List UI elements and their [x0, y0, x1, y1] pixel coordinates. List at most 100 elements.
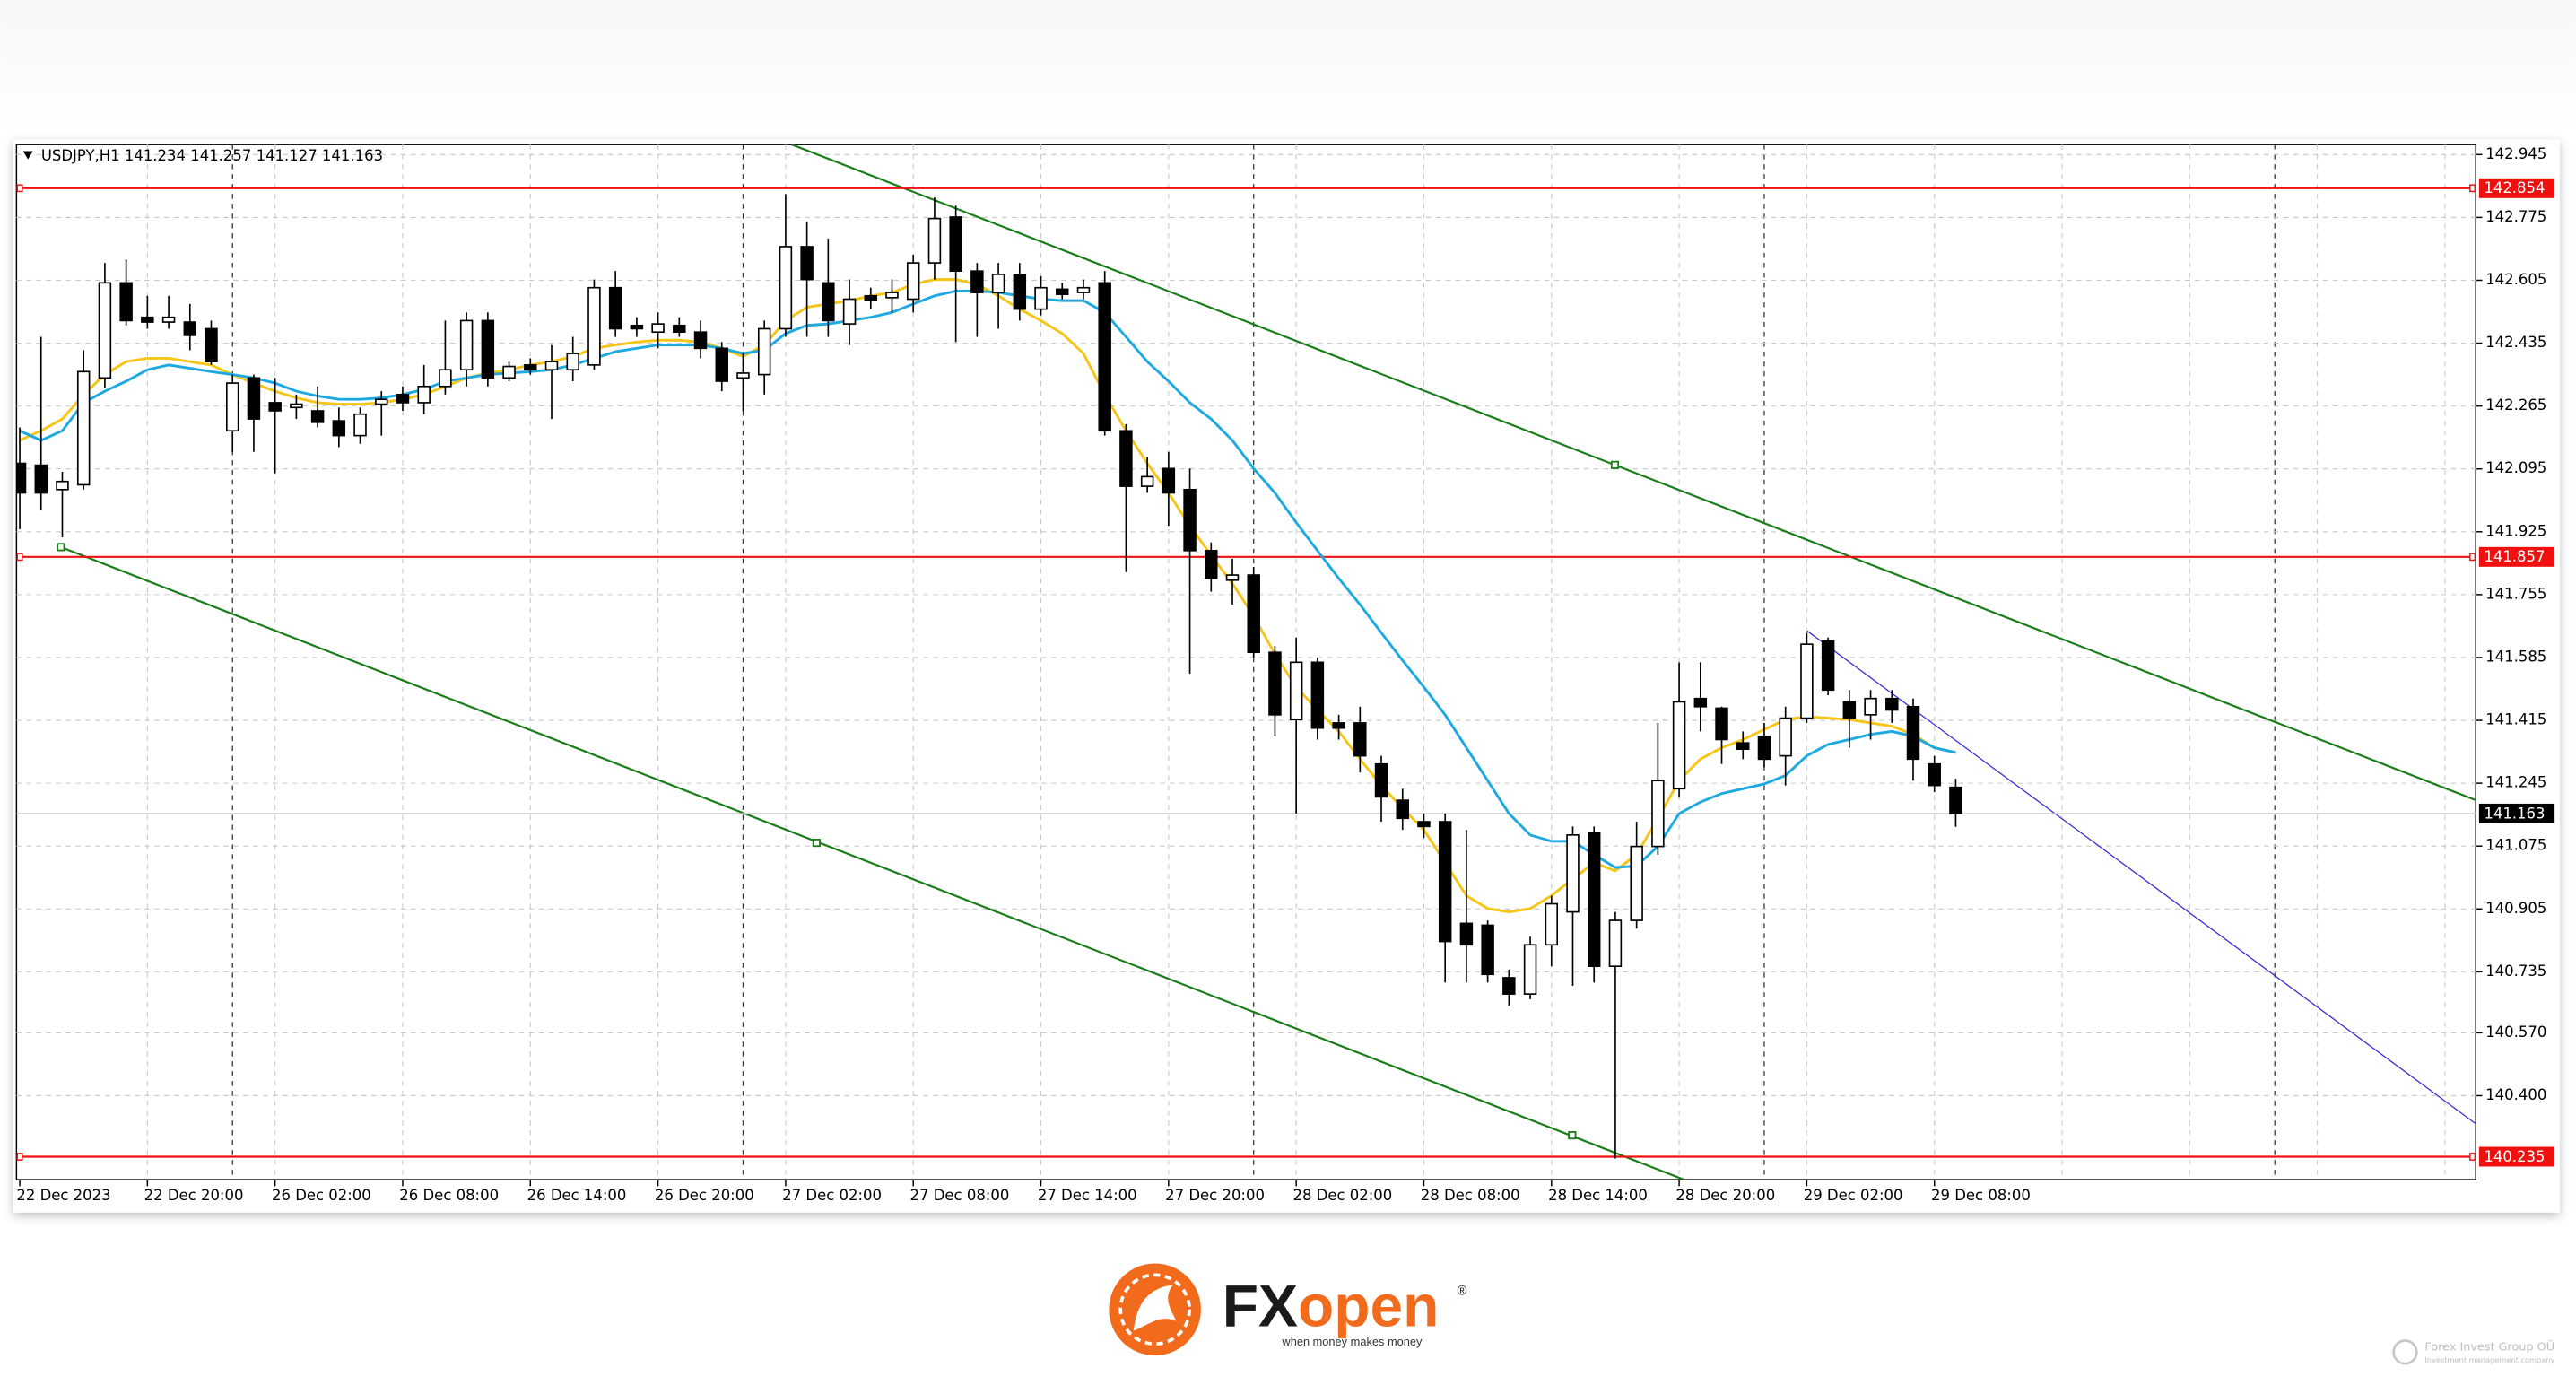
- candle-body: [1247, 574, 1260, 654]
- candle-body: [822, 282, 835, 322]
- y-tick-label: 140.735: [2485, 963, 2546, 980]
- y-tick-label: 142.095: [2485, 459, 2546, 476]
- channel-lower: [60, 545, 1684, 1180]
- candle-body: [396, 394, 410, 404]
- candle-body: [1183, 488, 1197, 552]
- plot-frame: [15, 144, 2476, 1180]
- candle-body: [459, 319, 474, 371]
- candle-body: [1353, 722, 1367, 757]
- header-text: USDJPY,H1 141.234 141.257 141.127 141.16…: [41, 146, 383, 163]
- candle-body: [779, 246, 793, 330]
- candle-body: [76, 370, 91, 486]
- y-tick-label: 141.075: [2485, 837, 2546, 854]
- candle-body: [247, 377, 261, 420]
- candle-body: [1396, 799, 1409, 820]
- candle-body: [34, 464, 48, 494]
- candle-body: [1076, 286, 1091, 293]
- logo-tagline: when money makes money: [1281, 1335, 1423, 1348]
- level-label: 142.854: [2484, 179, 2545, 196]
- channel-upper: [791, 144, 2476, 801]
- logo-emblem-figure: [1133, 1285, 1177, 1331]
- header-close: 141.163: [322, 146, 383, 163]
- candle-body: [1225, 574, 1240, 581]
- candle-body: [1949, 786, 1962, 814]
- candle-body: [1459, 922, 1474, 946]
- x-tick-label: 27 Dec 02:00: [782, 1187, 882, 1204]
- candle-body: [800, 246, 814, 281]
- candle-body: [502, 365, 516, 379]
- header-low: 141.127: [257, 146, 318, 163]
- candle-body: [1715, 707, 1728, 741]
- candle-body: [225, 382, 239, 432]
- header-open: 141.234: [125, 146, 186, 163]
- level-anchor: [16, 553, 23, 562]
- candle-body: [290, 403, 303, 409]
- level-label-bg: [2478, 546, 2555, 567]
- level-label-bg: [2478, 1146, 2555, 1167]
- company-icon: [2392, 1339, 2418, 1365]
- top-band: [0, 0, 2576, 135]
- y-tick-label: 142.775: [2485, 208, 2546, 225]
- candle-body: [1630, 845, 1643, 921]
- candle-body: [268, 402, 282, 412]
- x-tick-label: 29 Dec 08:00: [1931, 1187, 2031, 1204]
- candle-body: [587, 286, 601, 366]
- candle-body: [991, 274, 1005, 293]
- candle-body: [906, 262, 920, 301]
- candle-body: [1417, 821, 1431, 828]
- logo: FXopen ® when money makes money: [1109, 1263, 1467, 1356]
- candle-body: [16, 462, 27, 494]
- candle-body: [1523, 944, 1537, 995]
- candle-body: [736, 372, 750, 379]
- level-label: 140.235: [2484, 1148, 2545, 1165]
- level-anchor: [2469, 184, 2476, 193]
- candle-body: [1608, 919, 1623, 968]
- candle-body: [1205, 549, 1218, 579]
- y-tick-label: 142.605: [2485, 271, 2546, 288]
- candle-body: [1438, 821, 1452, 943]
- candle-body: [1864, 697, 1877, 716]
- x-tick-label: 27 Dec 20:00: [1165, 1187, 1265, 1204]
- level-label-bg: [2478, 178, 2555, 198]
- candle-body: [927, 217, 942, 264]
- candle-body: [205, 327, 218, 362]
- candle-body: [608, 286, 622, 330]
- candle-body: [353, 413, 367, 437]
- anchor-point: [812, 839, 821, 848]
- x-tick-label: 27 Dec 08:00: [910, 1187, 1010, 1204]
- candle-body: [1332, 722, 1345, 729]
- candle-body: [1672, 701, 1686, 790]
- x-tick-label: 28 Dec 08:00: [1421, 1187, 1520, 1204]
- price-label-bg: [2478, 803, 2555, 823]
- level-label: 141.857: [2484, 548, 2545, 565]
- candle-body: [161, 316, 176, 323]
- candle-body: [310, 410, 325, 423]
- y-tick-label: 141.925: [2485, 522, 2546, 539]
- anchor-point: [1610, 460, 1620, 469]
- candle-body: [141, 316, 154, 323]
- x-tick-label: 27 Dec 14:00: [1038, 1187, 1137, 1204]
- candle-body: [1566, 834, 1580, 913]
- candle-body: [1736, 742, 1750, 751]
- candle-body: [1842, 701, 1857, 719]
- candle-body: [970, 270, 984, 293]
- candle-body: [630, 324, 644, 330]
- candle-body: [1757, 735, 1771, 761]
- price-axis: 142.945 142.775 142.605 142.435 142.265 142.0…: [16, 145, 2555, 1204]
- candle-body: [1013, 274, 1027, 310]
- logo-emblem-ring: [1118, 1273, 1191, 1346]
- candle-body: [1289, 661, 1303, 721]
- candle-body: [1545, 902, 1559, 946]
- symbol: USDJPY,H1: [41, 146, 120, 163]
- candle-body: [1587, 832, 1601, 968]
- candle-body: [1162, 467, 1176, 494]
- y-tick-label: 141.585: [2485, 648, 2546, 665]
- candle-body: [1779, 717, 1792, 757]
- y-tick-label: 141.755: [2485, 585, 2546, 602]
- candle-body: [566, 353, 579, 371]
- candle-body: [949, 216, 962, 272]
- candle-body: [651, 323, 665, 334]
- y-tick-label: 141.245: [2485, 774, 2546, 791]
- candle-body: [1885, 697, 1899, 711]
